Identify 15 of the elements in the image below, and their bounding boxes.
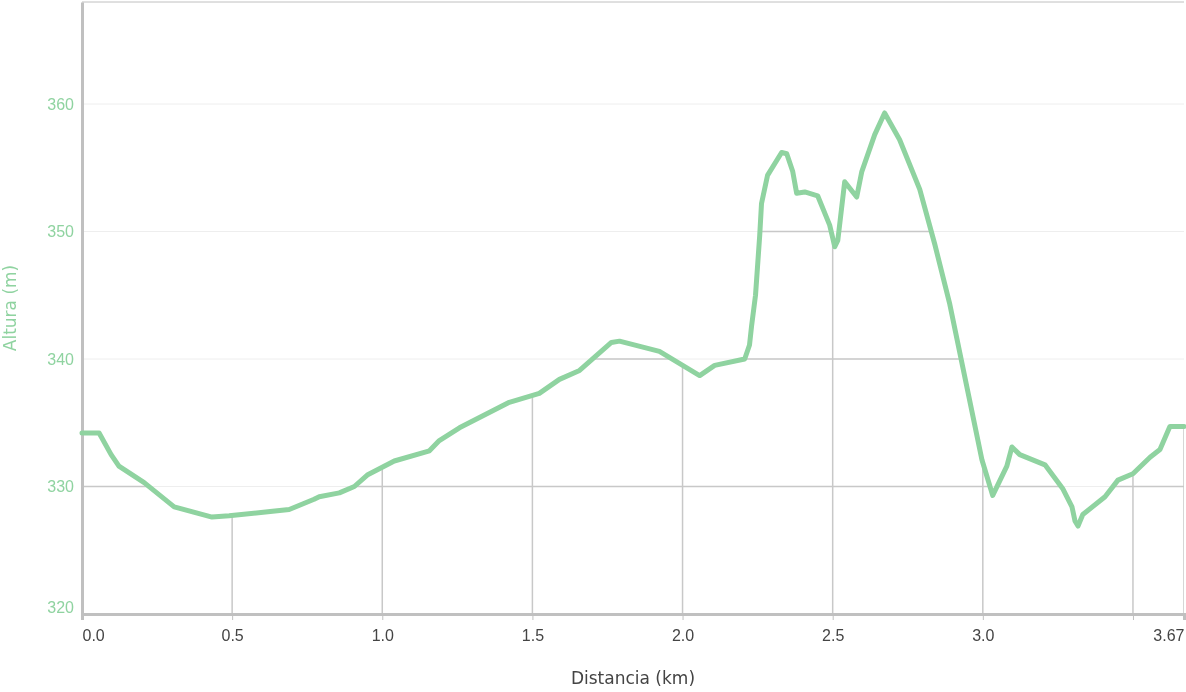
y-tick-label: 330: [47, 478, 75, 496]
y-tick-label: 340: [47, 350, 75, 368]
x-tick-label: 2.5: [822, 626, 845, 644]
x-tick-label: 1.5: [521, 626, 545, 644]
y-tick-label: 350: [47, 223, 75, 241]
y-axis-title: Altura (m): [0, 264, 20, 352]
x-tick-label: 3.67: [1153, 626, 1185, 644]
x-axis-title: Distancia (km): [570, 668, 696, 688]
x-tick-label: 2.0: [671, 626, 695, 644]
y-tick-label: 360: [47, 95, 75, 113]
x-tick-label: 0.5: [221, 626, 244, 644]
x-tick-label: 3.0: [972, 626, 995, 644]
y-tick-label: 320: [47, 598, 75, 616]
x-tick-label: 1.0: [371, 626, 394, 644]
x-tick-label: 0.0: [82, 626, 105, 644]
